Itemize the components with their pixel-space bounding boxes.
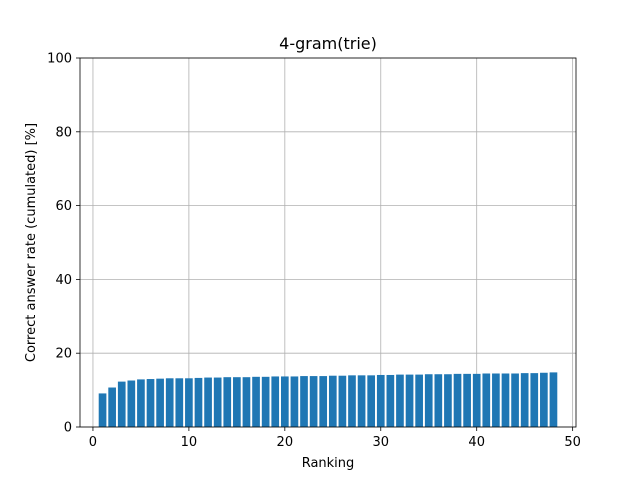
bar	[348, 375, 356, 427]
x-tick-label: 50	[564, 435, 581, 450]
axes	[79, 57, 577, 428]
bar	[530, 373, 539, 427]
bar	[472, 373, 481, 427]
bar	[492, 373, 500, 427]
bar	[405, 374, 414, 427]
x-tick-label: 30	[372, 435, 389, 450]
bar	[424, 374, 433, 427]
bar	[386, 374, 395, 427]
bar	[98, 393, 107, 427]
bar	[242, 377, 251, 427]
y-tick-label: 60	[55, 199, 72, 214]
bar	[117, 381, 126, 427]
bar	[376, 374, 385, 427]
bar	[185, 378, 193, 427]
bar	[300, 376, 308, 427]
bar	[520, 373, 529, 427]
y-tick-label: 20	[55, 347, 72, 362]
x-tick-label: 20	[277, 435, 294, 450]
bar	[280, 376, 289, 427]
bar	[501, 373, 510, 427]
bar	[328, 375, 337, 427]
bar	[223, 377, 232, 427]
bar	[444, 374, 452, 427]
y-tick-label: 0	[64, 421, 72, 436]
y-axis-title: Correct answer rate (cumulated) [%]	[24, 123, 39, 362]
bar	[127, 380, 136, 427]
bar	[165, 378, 174, 427]
bar	[137, 379, 145, 427]
bars	[98, 372, 558, 427]
bar	[233, 377, 241, 427]
chart-title: 4-gram(trie)	[279, 34, 377, 53]
bar	[204, 377, 212, 427]
y-tick-label: 80	[55, 125, 72, 140]
bar	[434, 374, 443, 427]
grid-lines	[80, 57, 576, 428]
bar	[213, 377, 222, 427]
y-tick-label: 100	[47, 52, 72, 67]
bar	[463, 373, 471, 427]
bar	[338, 375, 347, 427]
ticks: 0 10 20 30 40 50 0 20 40 60 80 100	[47, 52, 581, 451]
x-axis-title: Ranking	[302, 456, 355, 471]
bar	[156, 378, 164, 427]
bar	[357, 375, 366, 427]
bar	[175, 378, 184, 427]
bar	[309, 376, 318, 427]
bar	[290, 376, 299, 427]
bar	[549, 372, 558, 427]
bar	[367, 375, 376, 427]
bar	[482, 373, 491, 427]
bar	[453, 373, 462, 427]
bar	[108, 387, 116, 427]
bar	[540, 372, 548, 427]
bar	[252, 376, 260, 427]
bar	[261, 376, 270, 427]
x-tick-label: 10	[181, 435, 198, 450]
y-tick-label: 40	[55, 273, 72, 288]
bar	[271, 376, 280, 427]
axes-frame	[79, 57, 577, 428]
x-tick-label: 0	[89, 435, 97, 450]
bar	[415, 374, 423, 427]
bar	[511, 373, 519, 427]
bar	[194, 377, 203, 427]
bar	[146, 379, 155, 427]
bar	[396, 374, 404, 427]
bar	[319, 376, 328, 427]
x-tick-label: 40	[468, 435, 485, 450]
plot-area	[80, 58, 576, 427]
